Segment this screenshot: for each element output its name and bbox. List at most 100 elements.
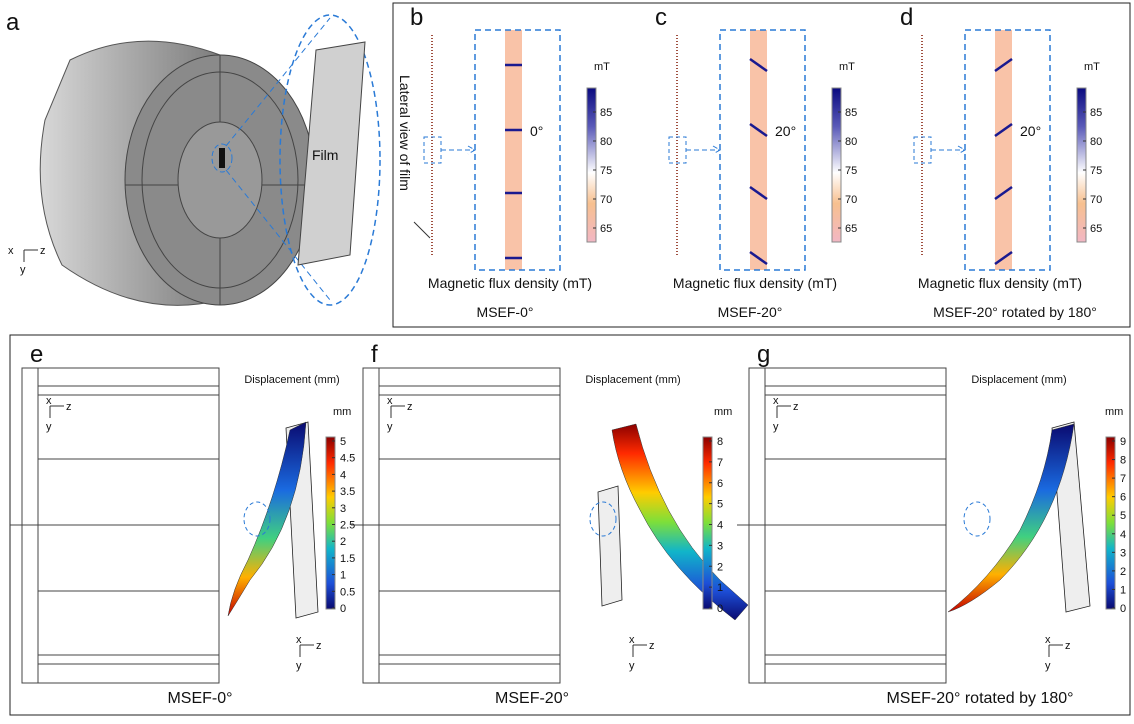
panel-label: d xyxy=(900,4,913,31)
colorbar-tick-label: 85 xyxy=(845,107,857,119)
colorbar xyxy=(1076,87,1087,243)
axis-x: x xyxy=(46,395,52,407)
title: Displacement (mm) xyxy=(971,374,1066,386)
unit: mm xyxy=(714,406,732,418)
axis-y: y xyxy=(387,421,393,433)
colorbar-tick-label: 80 xyxy=(600,136,612,148)
panel-label: g xyxy=(757,341,770,368)
colorbar-tick-label: 5 xyxy=(1120,510,1126,522)
triad-lines xyxy=(1048,644,1063,657)
colorbar-tick-label: 4.5 xyxy=(340,453,355,465)
angle: 20° xyxy=(775,123,796,139)
colorbar-tick-label: 75 xyxy=(845,165,857,177)
colorbar-tick-label: 70 xyxy=(600,194,612,206)
panel-label: c xyxy=(655,4,667,31)
colorbar xyxy=(586,87,597,243)
flux-line xyxy=(994,57,1013,73)
callout xyxy=(243,501,271,537)
colorbar-tick-label: 0 xyxy=(717,603,723,615)
axis-x: x xyxy=(773,395,779,407)
zoom-frame xyxy=(474,29,561,271)
triad-lines xyxy=(49,405,64,418)
colorbar-tick-label: 7 xyxy=(717,457,723,469)
angle: 0° xyxy=(530,123,543,139)
colorbar-tick-label: 65 xyxy=(1090,223,1102,235)
colorbar-tick-label: 80 xyxy=(845,136,857,148)
unit: mm xyxy=(1105,406,1123,418)
zoom-arrow xyxy=(441,145,477,155)
colorbar-tick-label: 0 xyxy=(340,603,346,615)
colorbar-tick-label: 1 xyxy=(1120,584,1126,596)
colorbar-tick-label: 7 xyxy=(1120,473,1126,485)
axis-x: x xyxy=(1045,634,1051,646)
callout xyxy=(211,143,233,173)
film-small xyxy=(219,148,225,168)
axis-x: x xyxy=(8,245,14,257)
colorbar-tick-label: 65 xyxy=(600,223,612,235)
core xyxy=(177,121,263,239)
zoom-arrow xyxy=(931,145,967,155)
caption: MSEF-20° rotated by 180° xyxy=(886,690,1073,707)
film-label: Film xyxy=(312,147,338,163)
caption: MSEF-0° xyxy=(167,690,232,707)
unit: mT xyxy=(594,61,610,73)
annotation-arrow xyxy=(413,221,431,239)
unit: mT xyxy=(839,61,855,73)
colorbar-tick-label: 4 xyxy=(1120,529,1126,541)
caption: MSEF-20° rotated by 180° xyxy=(933,304,1097,320)
axis-x: x xyxy=(387,395,393,407)
colorbar-tick-label: 1 xyxy=(340,570,346,582)
zoom-frame xyxy=(964,29,1051,271)
axis-y: y xyxy=(46,421,52,433)
frame-top xyxy=(392,2,1131,328)
colorbar-tick-label: 0.5 xyxy=(340,586,355,598)
colorbar-tick-label: 3 xyxy=(1120,547,1126,559)
colorbar-tick-label: 2.5 xyxy=(340,520,355,532)
axis-z: z xyxy=(793,401,799,413)
colorbar-tick-label: 6 xyxy=(717,478,723,490)
angle: 20° xyxy=(1020,123,1041,139)
colorbar-tick-label: 8 xyxy=(1120,455,1126,467)
deformed-film xyxy=(947,423,1075,613)
panel-label: a xyxy=(6,9,20,36)
title: Displacement (mm) xyxy=(244,374,339,386)
colorbar-tick-label: 2 xyxy=(340,536,346,548)
caption: MSEF-20° xyxy=(718,304,783,320)
colorbar-tick-label: 9 xyxy=(1120,436,1126,448)
axis-y: y xyxy=(1045,660,1051,672)
triad-lines xyxy=(632,644,647,657)
unit: mT xyxy=(1084,61,1100,73)
mesh xyxy=(597,485,623,607)
colorbar-tick-label: 2 xyxy=(717,561,723,573)
callout xyxy=(589,501,617,537)
segments xyxy=(125,55,315,305)
axis-y: y xyxy=(20,264,26,276)
axis-x: x xyxy=(296,634,302,646)
zoom-frame xyxy=(719,29,806,271)
annotation: Lateral view of film xyxy=(397,75,413,191)
colorbar-tick-label: 1.5 xyxy=(340,553,355,565)
colorbar-tick-label: 85 xyxy=(1090,107,1102,119)
colorbar-tick-label: 75 xyxy=(1090,165,1102,177)
triad-lines xyxy=(299,644,314,657)
colorbar-tick-label: 75 xyxy=(600,165,612,177)
flux-line xyxy=(994,250,1013,266)
colorbar-tick-label: 80 xyxy=(1090,136,1102,148)
film xyxy=(297,41,366,266)
colorbar-tick-label: 70 xyxy=(1090,194,1102,206)
strip xyxy=(505,30,522,270)
x-label: Magnetic flux density (mT) xyxy=(673,275,837,291)
flux-line xyxy=(749,57,768,73)
triad-lines xyxy=(390,405,405,418)
panel-a: a Film x z y xyxy=(6,9,381,306)
colorbar-tick-label: 8 xyxy=(717,436,723,448)
title: Displacement (mm) xyxy=(585,374,680,386)
colorbar-tick-label: 3.5 xyxy=(340,486,355,498)
axis-y: y xyxy=(296,660,302,672)
axis-y: y xyxy=(773,421,779,433)
triad-lines xyxy=(776,405,791,418)
colorbar-tick-label: 6 xyxy=(1120,492,1126,504)
colorbar xyxy=(1105,436,1116,610)
colorbar-tick-label: 1 xyxy=(717,582,723,594)
zoom-arrow xyxy=(686,145,722,155)
